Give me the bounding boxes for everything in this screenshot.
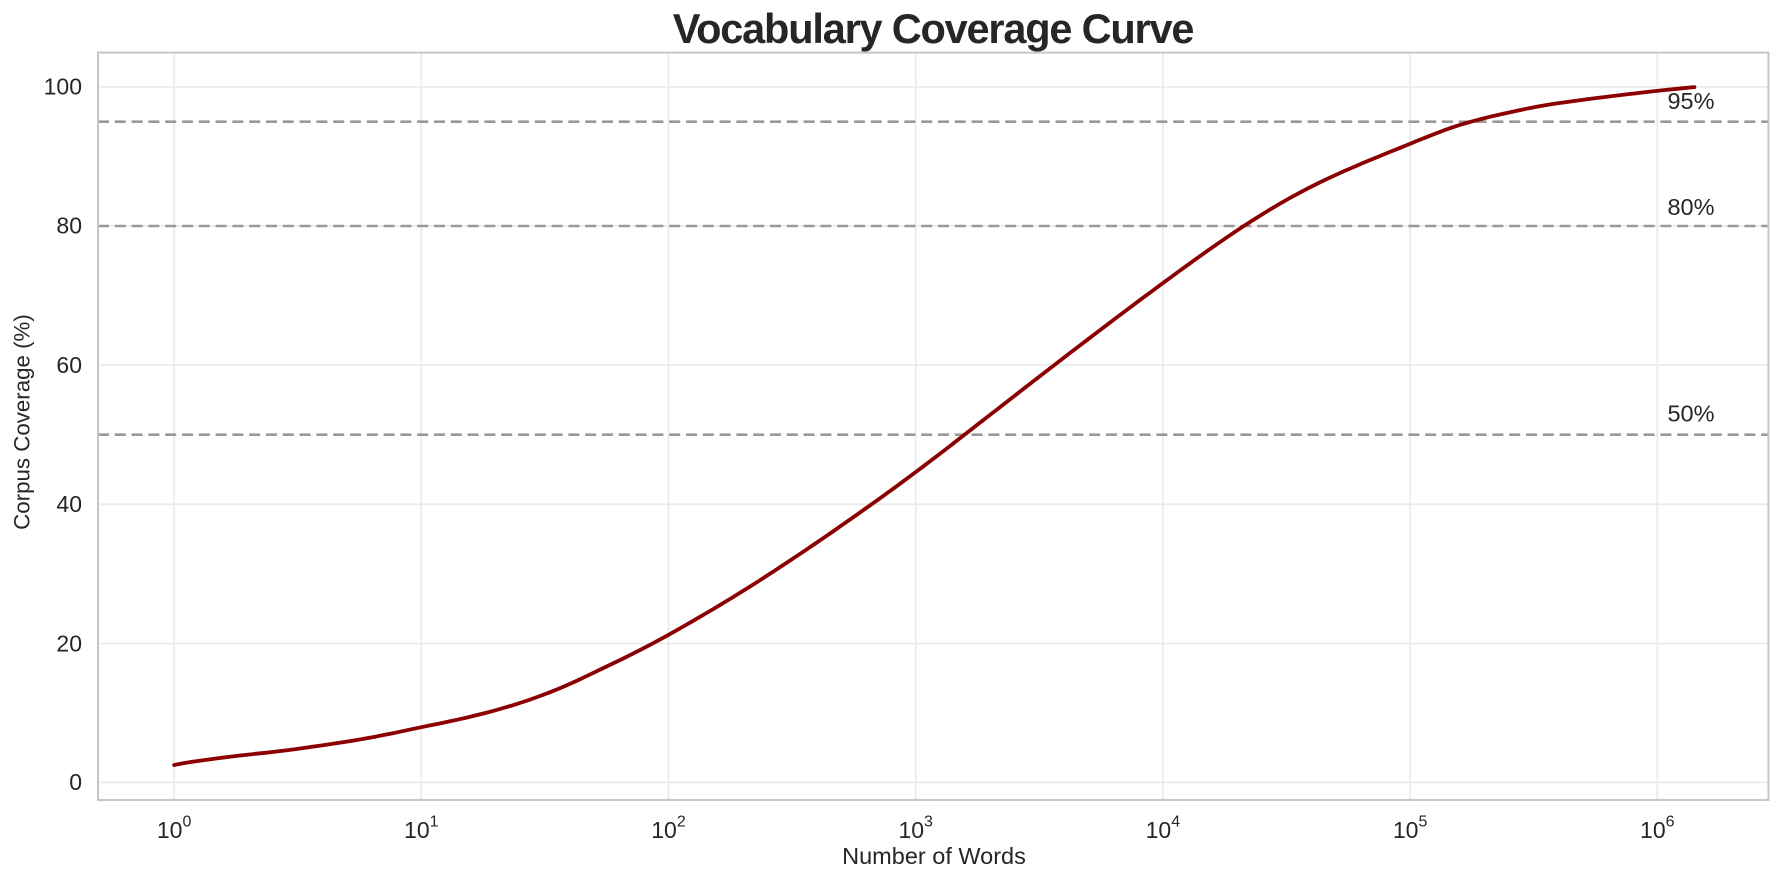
svg-text:80: 80 bbox=[56, 213, 82, 239]
svg-text:40: 40 bbox=[56, 491, 82, 517]
svg-text:95%: 95% bbox=[1667, 88, 1714, 114]
svg-text:50%: 50% bbox=[1667, 401, 1714, 427]
svg-text:80%: 80% bbox=[1667, 194, 1714, 220]
svg-text:20: 20 bbox=[56, 630, 82, 656]
svg-text:Vocabulary Coverage Curve: Vocabulary Coverage Curve bbox=[673, 5, 1194, 52]
svg-text:105: 105 bbox=[1393, 814, 1428, 844]
svg-text:104: 104 bbox=[1146, 814, 1181, 844]
svg-text:Number of Words: Number of Words bbox=[842, 843, 1026, 869]
svg-text:103: 103 bbox=[898, 814, 933, 844]
svg-text:100: 100 bbox=[157, 814, 192, 844]
svg-text:Corpus Coverage (%): Corpus Coverage (%) bbox=[10, 314, 35, 530]
svg-text:60: 60 bbox=[56, 352, 82, 378]
svg-text:102: 102 bbox=[651, 814, 686, 844]
svg-text:100: 100 bbox=[44, 74, 82, 100]
svg-text:106: 106 bbox=[1640, 814, 1675, 844]
svg-text:0: 0 bbox=[69, 769, 82, 795]
svg-text:101: 101 bbox=[404, 814, 439, 844]
